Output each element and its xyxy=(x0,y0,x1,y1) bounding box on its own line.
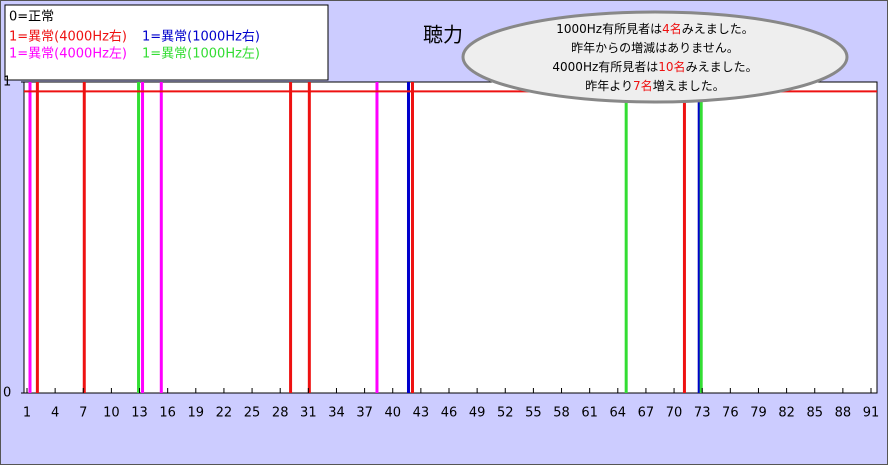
annotation-text: 昨年より xyxy=(585,79,633,93)
annotation-text: 4000Hz有所見者は xyxy=(552,60,658,74)
legend-entry: 1=異常(1000Hz右) xyxy=(142,30,260,45)
x-tick-label: 22 xyxy=(216,406,233,421)
x-tick-label: 88 xyxy=(835,406,852,421)
x-tick-label: 10 xyxy=(103,406,120,421)
annotation-line: 1000Hz有所見者は4名みえました。 xyxy=(556,21,754,36)
x-tick-label: 46 xyxy=(441,406,458,421)
x-tick-label: 34 xyxy=(328,406,345,421)
legend-entry: 1=異常(1000Hz左) xyxy=(142,47,260,62)
annotation-text: みえました。 xyxy=(682,22,754,36)
annotation-bubble xyxy=(461,10,849,104)
annotation-text: 10名 xyxy=(658,59,685,74)
legend-entry: 1=異常(4000Hz左) xyxy=(9,47,127,62)
x-tick-label: 52 xyxy=(497,406,514,421)
annotation-text: 増えました。 xyxy=(653,79,725,93)
y-tick-label: 0 xyxy=(3,386,11,401)
x-tick-label: 40 xyxy=(384,406,401,421)
x-tick-label: 37 xyxy=(356,406,373,421)
y-tick-label: 1 xyxy=(3,75,11,90)
annotation-text: 昨年からの増減はありません。 xyxy=(571,40,739,55)
annotation-line: 昨年からの増減はありません。 xyxy=(571,40,739,55)
x-tick-label: 43 xyxy=(413,406,430,421)
x-tick-label: 61 xyxy=(581,406,598,421)
x-tick-label: 13 xyxy=(131,406,148,421)
annotation-line: 昨年より7名増えました。 xyxy=(585,78,724,93)
annotation-line: 4000Hz有所見者は10名みえました。 xyxy=(552,59,757,74)
x-tick-label: 70 xyxy=(666,406,683,421)
x-tick-label: 55 xyxy=(525,406,542,421)
annotation-text: 1000Hz有所見者は xyxy=(556,22,662,36)
x-tick-label: 73 xyxy=(694,406,711,421)
x-tick-label: 31 xyxy=(300,406,317,421)
annotation-text: 7名 xyxy=(633,78,653,93)
x-tick-label: 85 xyxy=(806,406,823,421)
x-tick-label: 91 xyxy=(863,406,880,421)
legend-title: 0=正常 xyxy=(9,10,54,25)
legend-entry: 1=異常(4000Hz右) xyxy=(9,30,127,45)
x-tick-label: 49 xyxy=(469,406,486,421)
x-tick-label: 79 xyxy=(750,406,767,421)
x-tick-label: 1 xyxy=(23,406,31,421)
x-tick-label: 64 xyxy=(610,406,627,421)
chart-title: 聴力 xyxy=(423,23,463,47)
x-tick-label: 19 xyxy=(188,406,205,421)
x-tick-label: 28 xyxy=(272,406,289,421)
x-tick-label: 58 xyxy=(553,406,570,421)
x-tick-label: 67 xyxy=(638,406,655,421)
x-tick-label: 7 xyxy=(79,406,87,421)
x-tick-label: 25 xyxy=(244,406,261,421)
x-tick-label: 82 xyxy=(778,406,795,421)
plot-area xyxy=(23,81,878,394)
annotation-text: みえました。 xyxy=(686,60,758,74)
x-tick-label: 76 xyxy=(722,406,739,421)
x-tick-label: 16 xyxy=(159,406,176,421)
annotation-text: 4名 xyxy=(662,21,682,36)
legend-box xyxy=(4,4,329,81)
x-tick-label: 4 xyxy=(51,406,59,421)
